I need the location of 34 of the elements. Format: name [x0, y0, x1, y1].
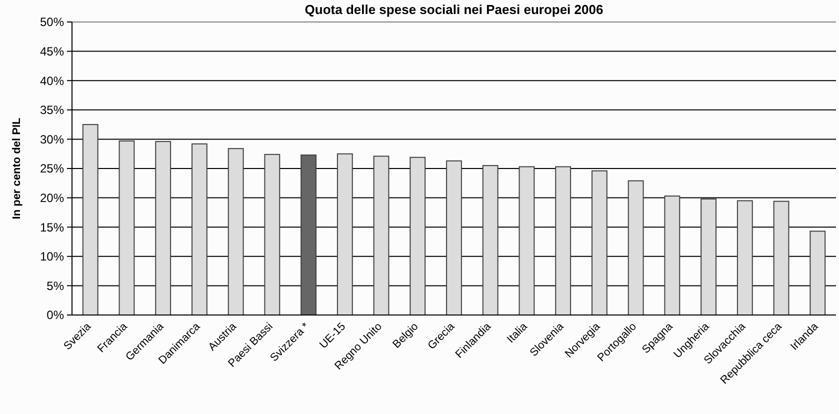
bar [192, 143, 208, 316]
bar [628, 180, 644, 316]
y-tick-label: 15% [40, 220, 64, 234]
y-tick-label: 35% [40, 103, 64, 118]
y-axis-title: In per cento del PIL [11, 117, 23, 220]
bar [773, 200, 790, 316]
bar [700, 198, 716, 316]
y-tick-label: 25% [40, 162, 64, 176]
bar [82, 124, 98, 316]
y-tick-label: 20% [40, 191, 64, 205]
bar [228, 148, 244, 316]
y-tick-label: 30% [40, 132, 64, 146]
y-tick-label: 0% [46, 308, 64, 322]
bar [736, 200, 753, 316]
bar [482, 165, 498, 316]
bar [300, 154, 316, 316]
y-tick-label: 5% [46, 278, 64, 293]
y-tick-label: 45% [40, 44, 64, 58]
bar [518, 166, 535, 316]
y-tick-label: 10% [40, 250, 64, 264]
bar [373, 156, 390, 316]
bar [118, 140, 135, 316]
bar [592, 170, 608, 316]
bar [555, 166, 572, 316]
bar [446, 160, 462, 316]
y-tick-label: 40% [40, 74, 64, 88]
y-tick-label: 50% [40, 15, 64, 30]
bar [336, 153, 353, 316]
bar [264, 154, 280, 316]
bar [410, 156, 426, 316]
bar [664, 196, 680, 316]
bar [155, 141, 172, 316]
chart-title: Quota delle spese sociali nei Paesi europei 2006 [304, 2, 604, 17]
bar [810, 230, 826, 316]
